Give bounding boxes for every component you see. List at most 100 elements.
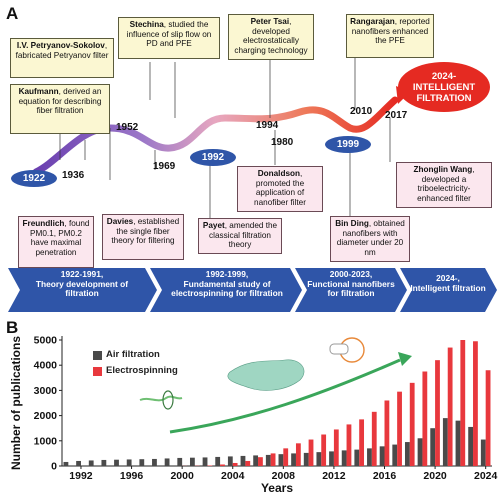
box-stechina: Stechina, studied the influence of slip …	[118, 17, 220, 59]
x-tick-label: 2000	[170, 470, 194, 482]
box-binding-name: Bin Ding	[335, 219, 369, 228]
y-tick-label: 0	[51, 461, 57, 473]
bar-air-filtration	[202, 457, 208, 466]
chevron-1-period: 1922-1991,	[60, 269, 104, 279]
bar-air-filtration	[392, 444, 398, 466]
spiral-icon	[162, 390, 174, 410]
box-kaufmann: Kaufmann, derived an equation for descri…	[10, 84, 110, 134]
bar-electrospinning	[270, 453, 276, 466]
box-petryanov: I.V. Petryanov-Sokolov, fabricated Petry…	[10, 38, 114, 78]
box-rangarajan-text: , reported nanofibers enhanced the PFE	[351, 17, 430, 46]
year-1994: 1994	[256, 120, 279, 131]
bar-electrospinning	[473, 341, 478, 466]
bar-electrospinning	[447, 347, 453, 466]
bar-air-filtration	[442, 418, 448, 466]
bar-electrospinning	[283, 448, 289, 466]
bar-air-filtration	[240, 455, 246, 466]
box-tsai-text: , developed electrostatically charging t…	[234, 17, 308, 55]
box-donaldson-name: Donaldson	[257, 169, 301, 178]
x-tick-label: 2016	[373, 470, 397, 482]
chevron-2-label: Fundamental study of electrospinning for…	[171, 278, 283, 298]
panel-a-letter: A	[6, 4, 19, 23]
box-binding: Bin Ding, obtained nanofibers with diame…	[330, 216, 410, 262]
box-tsai: Peter Tsai, developed electrostatically …	[228, 14, 314, 60]
bar-electrospinning	[295, 443, 301, 466]
box-rangarajan-name: Rangarajan	[350, 17, 395, 26]
y-tick-label: 4000	[34, 360, 58, 372]
bar-air-filtration	[63, 461, 69, 466]
bar-air-filtration	[101, 459, 107, 466]
y-tick-label: 3000	[34, 385, 58, 397]
intelligent-line1: 2024-	[431, 71, 457, 82]
box-stechina-text: , studied the influence of slip flow on …	[126, 20, 212, 49]
bar-electrospinning	[371, 411, 377, 466]
box-donaldson-text: , promoted the application of nanofiber …	[254, 169, 306, 207]
x-tick-label: 2020	[423, 470, 447, 482]
year-1936: 1936	[62, 170, 85, 181]
nanofiber-mat-icon	[227, 359, 305, 391]
box-donaldson: Donaldson, promoted the application of n…	[237, 166, 323, 212]
chevron-3	[295, 268, 407, 312]
chevron-2	[150, 268, 302, 312]
x-tick-label: 2012	[322, 470, 346, 482]
box-freundlich: Freundlich, found PM0.1, PM0.2 have maxi…	[18, 216, 94, 268]
year-1952: 1952	[116, 122, 139, 133]
box-payet-text: , amended the classical filtration theor…	[209, 221, 278, 250]
bar-air-filtration	[303, 452, 309, 466]
y-tick-label: 5000	[34, 335, 58, 347]
box-binding-text: , obtained nanofibers with diameter unde…	[336, 219, 405, 257]
bar-air-filtration	[152, 458, 157, 466]
box-davies: Davies, established the single fiber the…	[102, 214, 184, 260]
box-petryanov-text: , fabricated Petryanov filter	[15, 41, 109, 60]
box-freundlich-name: Freundlich	[22, 219, 65, 228]
bar-air-filtration	[189, 457, 195, 466]
bar-electrospinning	[397, 391, 402, 466]
year-1969: 1969	[153, 161, 176, 172]
box-davies-name: Davies	[106, 217, 134, 226]
bar-electrospinning	[245, 460, 251, 466]
bar-electrospinning	[485, 370, 491, 466]
bar-air-filtration	[455, 420, 461, 466]
box-payet: Payet, amended the classical filtration …	[198, 218, 282, 254]
intelligent-line2: INTELLIGENT	[412, 82, 476, 93]
box-davies-text: , established the single fiber theory fo…	[111, 217, 180, 246]
bar-air-filtration	[468, 426, 474, 466]
panel-b-letter: B	[6, 318, 19, 337]
x-axis-title: Years	[261, 481, 293, 495]
box-kaufmann-name: Kaufmann	[18, 87, 59, 96]
box-rangarajan: Rangarajan, reported nanofibers enhanced…	[346, 14, 434, 58]
box-zhonglin-name: Zhonglin Wang	[413, 165, 473, 174]
mask-icon	[329, 343, 349, 355]
x-tick-label: 1996	[120, 470, 144, 482]
bar-air-filtration	[265, 454, 271, 466]
legend-swatch-air	[93, 351, 102, 360]
bar-air-filtration	[480, 439, 486, 466]
intelligent-line3: FILTRATION	[416, 93, 472, 104]
bar-electrospinning	[258, 457, 263, 466]
x-tick-label: 2024	[474, 470, 498, 482]
bar-air-filtration	[88, 460, 94, 466]
fiber-jet-icon	[139, 395, 183, 402]
legend-label-electrospinning: Electrospinning	[106, 365, 178, 376]
y-tick-label: 2000	[34, 410, 58, 422]
year-2010: 2010	[350, 106, 373, 117]
bar-air-filtration	[126, 459, 132, 466]
x-tick-label: 2004	[221, 470, 245, 482]
bar-air-filtration	[354, 449, 360, 466]
legend-label-air: Air filtration	[106, 349, 160, 360]
year-oval-1922: 1922	[11, 170, 57, 187]
box-tsai-name: Peter Tsai	[250, 17, 290, 26]
box-freundlich-text: , found PM0.1, PM0.2 have maximal penetr…	[30, 219, 90, 257]
bar-air-filtration	[379, 446, 385, 466]
era-chevrons	[8, 268, 497, 312]
chevron-2-text: 1992-1999, Fundamental study of electros…	[160, 269, 294, 299]
bar-air-filtration	[430, 428, 436, 466]
bar-air-filtration	[114, 459, 119, 466]
chevron-1	[8, 268, 157, 312]
bar-air-filtration	[139, 459, 145, 466]
bar-air-filtration	[278, 454, 284, 466]
bar-air-filtration	[329, 451, 334, 466]
